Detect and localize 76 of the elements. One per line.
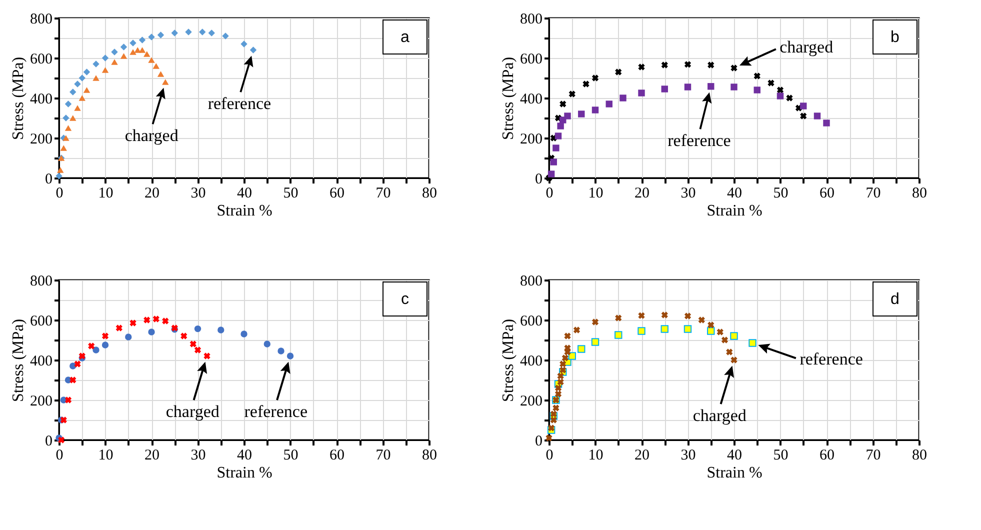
y-axis-title: Stress (MPa): [500, 318, 517, 402]
x-tick-label: 50: [773, 448, 788, 464]
x-tick-label: 20: [144, 186, 160, 202]
y-tick-label: 800: [30, 12, 52, 28]
y-axis-title: Stress (MPa): [10, 318, 27, 402]
y-tick-label: 600: [520, 52, 542, 68]
x-tick-label: 0: [546, 448, 554, 464]
x-tick-label: 30: [190, 186, 206, 202]
x-tick-label: 50: [773, 186, 788, 202]
x-tick-label: 80: [912, 186, 927, 202]
x-tick-label: 60: [820, 186, 834, 202]
x-tick-label: 30: [680, 186, 696, 202]
x-tick-label: 20: [634, 186, 650, 202]
x-tick-label: 60: [820, 448, 834, 464]
x-tick-label: 70: [376, 448, 391, 464]
x-tick-label: 40: [727, 448, 742, 464]
y-tick-label: 600: [30, 52, 52, 68]
y-tick-label: 0: [535, 172, 542, 188]
annotation: b: [890, 29, 900, 46]
x-axis-title: Strain %: [216, 464, 272, 482]
y-tick-label: 400: [520, 92, 542, 108]
x-axis-title: Strain %: [706, 464, 762, 482]
x-tick-label: 0: [56, 186, 64, 202]
y-tick-label: 600: [520, 314, 542, 330]
x-tick-label: 60: [330, 448, 344, 464]
x-tick-label: 30: [190, 448, 206, 464]
y-axis-title: Stress (MPa): [10, 56, 27, 140]
x-tick-label: 80: [422, 448, 437, 464]
x-tick-label: 20: [634, 448, 650, 464]
x-tick-label: 10: [588, 186, 604, 202]
y-tick-label: 600: [30, 314, 52, 330]
text: reference: [244, 402, 308, 421]
text: reference: [800, 350, 863, 369]
text: reference: [208, 94, 272, 113]
x-tick-label: 20: [144, 448, 160, 464]
y-tick-label: 800: [30, 274, 52, 290]
x-tick-label: 70: [866, 186, 881, 202]
y-tick-label: 400: [520, 354, 542, 370]
x-tick-label: 40: [237, 186, 252, 202]
text: charged: [166, 402, 220, 421]
x-tick-label: 50: [283, 186, 298, 202]
annotation: c: [401, 291, 409, 308]
x-tick-label: 10: [588, 448, 604, 464]
x-tick-label: 30: [680, 448, 696, 464]
y-tick-label: 200: [30, 132, 52, 148]
x-tick-label: 40: [727, 186, 742, 202]
x-tick-label: 10: [98, 186, 114, 202]
x-tick-label: 80: [912, 448, 927, 464]
x-tick-label: 70: [376, 186, 391, 202]
y-tick-label: 0: [45, 434, 52, 450]
y-tick-label: 400: [30, 92, 52, 108]
x-tick-label: 0: [56, 448, 64, 464]
x-tick-label: 0: [546, 186, 554, 202]
y-tick-label: 400: [30, 354, 52, 370]
x-axis-title: Strain %: [706, 202, 762, 220]
y-tick-label: 0: [535, 434, 542, 450]
text: reference: [668, 130, 731, 150]
y-tick-label: 0: [45, 172, 52, 188]
legend-label: charged: [780, 37, 834, 56]
annotation: a: [400, 29, 410, 46]
annotation: d: [890, 291, 900, 308]
x-tick-label: 10: [98, 448, 114, 464]
text: charged: [124, 126, 179, 145]
x-tick-label: 50: [283, 448, 298, 464]
x-tick-label: 80: [422, 186, 437, 202]
y-axis-title: Stress (MPa): [500, 56, 517, 140]
y-tick-label: 200: [520, 394, 542, 410]
x-axis-title: Strain %: [216, 202, 272, 220]
y-tick-label: 200: [30, 394, 52, 410]
y-tick-label: 200: [520, 132, 542, 148]
y-tick-label: 800: [520, 12, 542, 28]
x-tick-label: 70: [866, 448, 881, 464]
y-tick-label: 800: [520, 274, 542, 290]
text: charged: [692, 406, 747, 425]
x-tick-label: 60: [330, 186, 344, 202]
x-tick-label: 40: [237, 448, 252, 464]
